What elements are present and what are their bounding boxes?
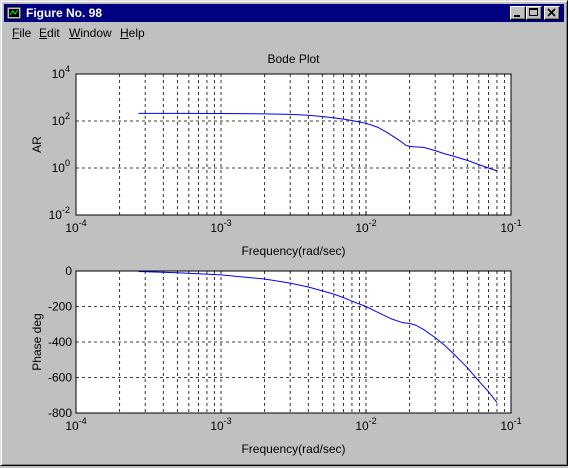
phase-x-tick-label: 10-1 [500, 416, 521, 433]
menu-help-hotkey: H [120, 26, 129, 40]
phase-y-tick-label: 0 [65, 264, 72, 278]
maximize-button[interactable] [526, 6, 542, 20]
window-title: Figure No. 98 [26, 6, 103, 20]
phase-axes-frame [75, 270, 512, 414]
figure-canvas: Bode Plot 10-4 10-3 10-2 10-1 10-2 100 102 104 Fr… [4, 43, 565, 463]
minimize-button[interactable] [510, 6, 526, 20]
menu-edit-hotkey: E [39, 26, 48, 40]
title-bar[interactable]: Figure No. 98 [4, 4, 564, 22]
ar-y-tick-label: 102 [52, 111, 70, 128]
ar-x-tick-label: 10-2 [355, 218, 376, 235]
ar-x-axis-label: Frequency(rad/sec) [241, 244, 345, 258]
maximize-icon [529, 8, 538, 16]
ar-y-tick-label: 100 [52, 158, 70, 175]
menu-help[interactable]: Help [120, 26, 145, 40]
minimize-icon [514, 15, 520, 17]
phase-y-tick-label: -400 [48, 335, 72, 349]
phase-y-tick-label: -200 [48, 300, 72, 314]
phase-x-tick-label: 10-3 [210, 416, 231, 433]
phase-y-axis-label: Phase deg [30, 313, 44, 370]
ar-x-tick-label: 10-3 [210, 218, 231, 235]
phase-y-tick-label: -800 [48, 406, 72, 420]
menu-file[interactable]: File [12, 26, 31, 40]
plot-title: Bode Plot [267, 52, 320, 66]
menu-help-label: elp [128, 26, 145, 40]
phase-x-tick-label: 10-2 [355, 416, 376, 433]
ar-x-tick-label: 10-1 [500, 218, 521, 235]
ar-y-tick-label: 10-2 [49, 205, 70, 222]
menu-edit-label: dit [47, 26, 60, 40]
close-button[interactable] [544, 6, 560, 20]
phase-series-line [138, 271, 498, 403]
phase-y-tick-label: -600 [48, 371, 72, 385]
menu-edit[interactable]: Edit [39, 26, 60, 40]
bode-plot-figure: Bode Plot 10-4 10-3 10-2 10-1 10-2 100 102 104 Fr… [30, 52, 522, 456]
phase-x-axis-label: Frequency(rad/sec) [241, 442, 345, 456]
ar-y-axis-label: AR [30, 136, 44, 153]
ar-y-tick-label: 104 [52, 64, 70, 81]
close-icon [547, 8, 556, 17]
menu-file-hotkey: F [12, 26, 20, 40]
ar-plot-area [76, 74, 511, 215]
menu-window[interactable]: Window [69, 26, 112, 40]
matlab-figure-icon [6, 6, 22, 20]
menu-file-label: ile [19, 26, 32, 40]
ar-x-tick-label: 10-4 [65, 218, 86, 235]
phase-x-tick-label: 10-4 [65, 416, 86, 433]
menu-window-hotkey: W [69, 26, 81, 40]
ar-series-line [138, 112, 498, 172]
menu-window-label: indow [80, 26, 112, 40]
menu-bar: File Edit Window Help [4, 23, 564, 42]
ar-axes-frame [75, 73, 512, 216]
